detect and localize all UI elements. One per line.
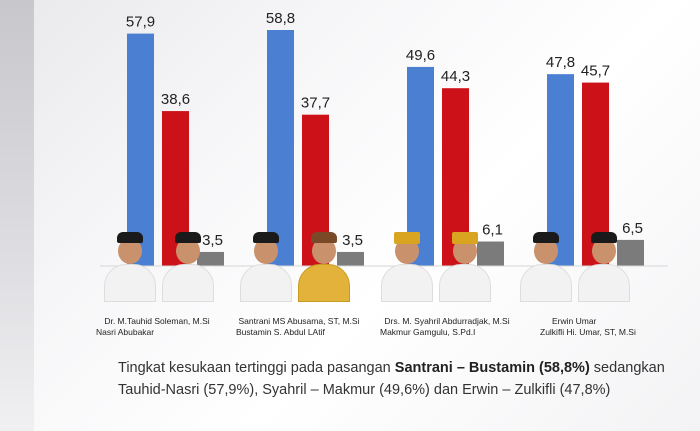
bar-series3-cat3 — [477, 241, 504, 266]
shirt-icon — [439, 264, 491, 302]
decorative-side-stripe — [0, 0, 34, 431]
data-label-series2-cat4: 45,7 — [581, 63, 610, 80]
peci-hat-icon — [394, 232, 420, 244]
peci-hat-icon — [533, 232, 559, 243]
data-label-series3-cat3: 6,1 — [482, 222, 503, 239]
candidate-photo-4-2 — [578, 232, 630, 302]
data-label-series1-cat3: 49,6 — [406, 47, 435, 64]
candidate-3-line1: Drs. M. Syahril Abdurradjak, M.Si — [384, 316, 510, 326]
bar-series3-cat1 — [197, 251, 224, 266]
shirt-icon — [162, 264, 214, 302]
candidate-photo-3-2 — [439, 232, 491, 302]
candidate-name-4: Erwin Umar Zulkifli Hi. Umar, ST, M.Si — [510, 316, 660, 338]
data-label-series2-cat1: 38,6 — [161, 91, 190, 108]
candidate-name-1: Dr. M.Tauhid Soleman, M.Si Nasri Abubaka… — [82, 316, 232, 338]
shirt-icon — [578, 264, 630, 302]
shirt-icon — [240, 264, 292, 302]
candidate-1-line2: Nasri Abubakar — [96, 327, 155, 337]
bar-series3-cat2 — [337, 251, 364, 266]
candidate-name-3: Drs. M. Syahril Abdurradjak, M.Si Makmur… — [372, 316, 522, 338]
data-label-series1-cat1: 57,9 — [126, 14, 155, 31]
candidate-photo-2-2 — [298, 232, 350, 302]
candidate-photo-1-2 — [162, 232, 214, 302]
bar-series1-cat2 — [267, 30, 294, 266]
data-label-series2-cat3: 44,3 — [441, 68, 470, 85]
data-label-series2-cat2: 37,7 — [301, 95, 330, 112]
peci-hat-icon — [253, 232, 279, 243]
candidate-photo-4-1 — [520, 232, 572, 302]
data-label-series1-cat2: 58,8 — [266, 10, 295, 27]
data-label-series1-cat4: 47,8 — [546, 54, 575, 71]
caption-part1: Tingkat kesukaan tertinggi pada pasangan — [118, 360, 395, 376]
candidate-photo-1-1 — [104, 232, 156, 302]
bar-series1-cat1 — [127, 33, 154, 266]
shirt-icon — [298, 264, 350, 302]
bar-series3-cat4 — [617, 239, 644, 266]
peci-hat-icon — [311, 232, 337, 243]
caption-highlight: Santrani – Bustamin (58,8%) — [394, 360, 590, 376]
candidate-2-line1: Santrani MS Abusama, ST, M.Si — [238, 316, 360, 326]
peci-hat-icon — [175, 232, 201, 243]
shirt-icon — [104, 264, 156, 302]
data-label-series3-cat4: 6,5 — [622, 220, 643, 237]
peci-hat-icon — [452, 232, 478, 244]
candidate-4-line1: Erwin Umar — [552, 316, 597, 326]
shirt-icon — [520, 264, 572, 302]
candidate-2-line2: Bustamin S. Abdul LAtif — [236, 327, 325, 337]
shirt-icon — [381, 264, 433, 302]
candidate-photo-3-1 — [381, 232, 433, 302]
candidate-name-2: Santrani MS Abusama, ST, M.Si Bustamin S… — [224, 316, 374, 338]
caption-part2: sedangkan Tauhid-Nasri (57,9%), Syahril … — [118, 360, 665, 398]
peci-hat-icon — [117, 232, 143, 243]
data-label-series3-cat2: 3,5 — [342, 232, 363, 249]
candidate-1-line1: Dr. M.Tauhid Soleman, M.Si — [104, 316, 210, 326]
peci-hat-icon — [591, 232, 617, 243]
candidate-photo-2-1 — [240, 232, 292, 302]
candidate-3-line2: Makmur Gamgulu, S.Pd.I — [380, 327, 476, 337]
data-label-series3-cat1: 3,5 — [202, 232, 223, 249]
chart-caption: Tingkat kesukaan tertinggi pada pasangan… — [118, 357, 678, 401]
candidate-4-line2: Zulkifli Hi. Umar, ST, M.Si — [540, 327, 636, 337]
